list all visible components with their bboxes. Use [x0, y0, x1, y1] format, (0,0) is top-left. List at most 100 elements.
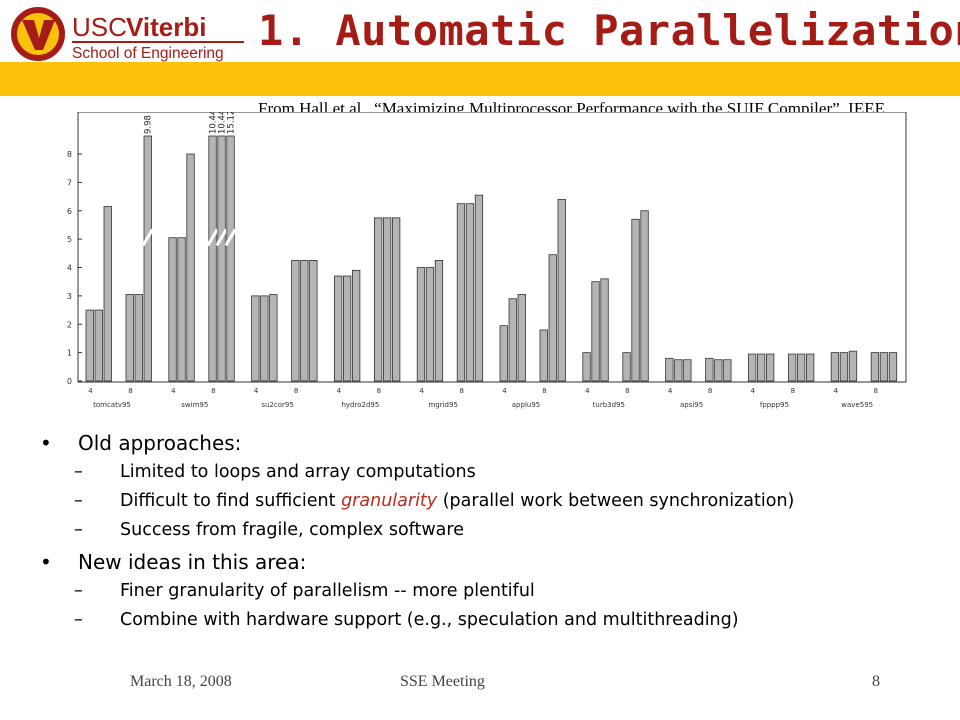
x-tick-label: 4 [668, 387, 673, 395]
granularity-highlight: granularity [341, 491, 438, 511]
sub-bullet-text: Finer granularity of parallelism -- more… [120, 581, 535, 601]
bar [499, 325, 508, 382]
viterbi-v-emblem-icon [11, 7, 65, 61]
bar-value-label: 10.44 [208, 112, 218, 134]
bullet-dot: • [40, 550, 52, 574]
bar [839, 352, 849, 382]
bar [806, 353, 815, 382]
bar [517, 294, 526, 382]
y-tick-label: 7 [67, 178, 72, 187]
x-tick-label: 4 [88, 387, 93, 395]
bar [665, 357, 674, 382]
bar [425, 267, 435, 382]
x-tick-label: 8 [294, 387, 298, 395]
bar-value-label: 9.98 [144, 115, 154, 134]
axis-break-mark [224, 228, 237, 247]
x-tick-label: 8 [542, 387, 546, 395]
bullet-dot: • [40, 431, 52, 455]
bar [508, 298, 517, 382]
y-tick-label: 6 [67, 207, 72, 216]
x-tick-label: 4 [171, 387, 176, 395]
bar [177, 237, 186, 382]
axis-break-mark [141, 228, 154, 247]
bar [788, 353, 797, 382]
bar [186, 153, 195, 382]
bar [143, 135, 152, 382]
benchmark-label: hydro2d95 [341, 401, 379, 409]
bar [631, 218, 640, 382]
bar [465, 203, 475, 382]
sub-bullet-text: Success from fragile, complex software [120, 520, 464, 540]
footer-meeting: SSE Meeting [400, 673, 485, 690]
bullet-item: • Old approaches: [40, 430, 940, 456]
chart-plot-area [77, 112, 907, 383]
footer-date: March 18, 2008 [130, 673, 232, 690]
slide-title: 1. Automatic Parallelization [258, 6, 960, 55]
y-tick-label: 0 [67, 377, 72, 386]
benchmark-label: swim95 [181, 401, 208, 409]
sub-bullet-dash: – [74, 520, 83, 540]
bullet-text: Old approaches: [78, 431, 242, 455]
bar [94, 309, 103, 382]
bar [766, 353, 775, 382]
benchmark-label: apsi95 [680, 401, 703, 409]
y-tick-label: 4 [67, 264, 72, 273]
bar [714, 359, 723, 382]
x-tick-label: 8 [128, 387, 132, 395]
sub-bullet-item: – Limited to loops and array computations [40, 462, 940, 482]
chart-bars: 9.98 10.44 10.44 15.12 [85, 112, 898, 382]
x-tick-label: 8 [791, 387, 795, 395]
x-tick-label: 4 [254, 387, 259, 395]
sub-bullet-dash: – [74, 610, 83, 630]
bar [208, 135, 217, 382]
x-tick-label: 4 [585, 387, 590, 395]
x-tick-label: 4 [751, 387, 756, 395]
bar [291, 260, 300, 382]
x-tick-label: 8 [708, 387, 712, 395]
bar [830, 352, 840, 382]
x-tick-label: 8 [873, 387, 877, 395]
bar [351, 269, 361, 382]
x-tick-label: 4 [337, 387, 342, 395]
bar [373, 217, 383, 382]
sub-bullet-item: – Finer granularity of parallelism -- mor… [40, 581, 940, 601]
x-tick-label: 4 [833, 387, 838, 395]
bar [683, 359, 692, 382]
logo-viterbi-text: Viterbi [126, 12, 206, 42]
sub-bullet-text-after: (parallel work between synchronization) [437, 491, 795, 511]
sub-bullet-text-before: Difficult to find sufficient [120, 491, 342, 511]
y-axis: 0 1 2 3 4 5 6 7 8 [67, 150, 82, 386]
sub-bullet-item: – Difficult to find sufficient granularit… [40, 491, 940, 511]
bar [300, 260, 309, 382]
benchmark-label: mgrid95 [428, 401, 457, 409]
bar [548, 254, 557, 382]
bar [217, 135, 226, 382]
bar [269, 294, 278, 382]
benchmark-label: turb3d95 [593, 401, 625, 409]
bar [748, 353, 757, 382]
bar [382, 217, 392, 382]
bar [226, 135, 235, 382]
axis-break-mark [206, 228, 219, 247]
bar [539, 329, 548, 382]
bar [134, 294, 143, 382]
y-tick-label: 3 [67, 292, 72, 301]
bar [168, 237, 177, 382]
bar [797, 353, 806, 382]
bar [260, 295, 269, 382]
x-tick-label: 4 [502, 387, 507, 395]
bar [309, 260, 318, 382]
bar [622, 352, 631, 382]
bar [879, 352, 889, 382]
bar [416, 267, 426, 382]
bar [391, 217, 401, 382]
bar [251, 295, 260, 382]
x-tick-label: 8 [377, 387, 381, 395]
benchmark-label: su2cor95 [261, 401, 293, 409]
header-gold-bar [0, 62, 960, 96]
bar [591, 281, 600, 382]
logo-school-text: School of Engineering [72, 45, 224, 62]
bar [582, 352, 591, 382]
sub-bullet-text: Limited to loops and array computations [120, 462, 476, 482]
y-tick-label: 2 [67, 320, 72, 329]
